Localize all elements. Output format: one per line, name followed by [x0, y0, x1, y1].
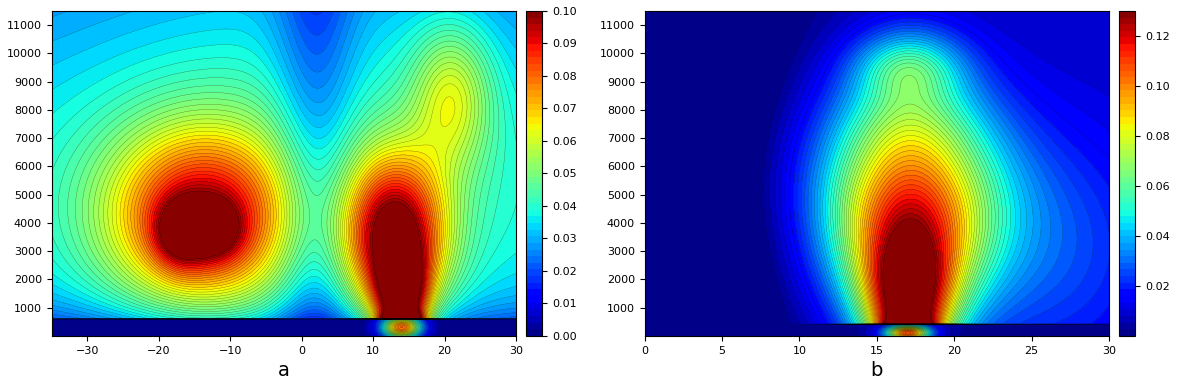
X-axis label: b: b [870, 361, 883, 380]
X-axis label: a: a [278, 361, 290, 380]
